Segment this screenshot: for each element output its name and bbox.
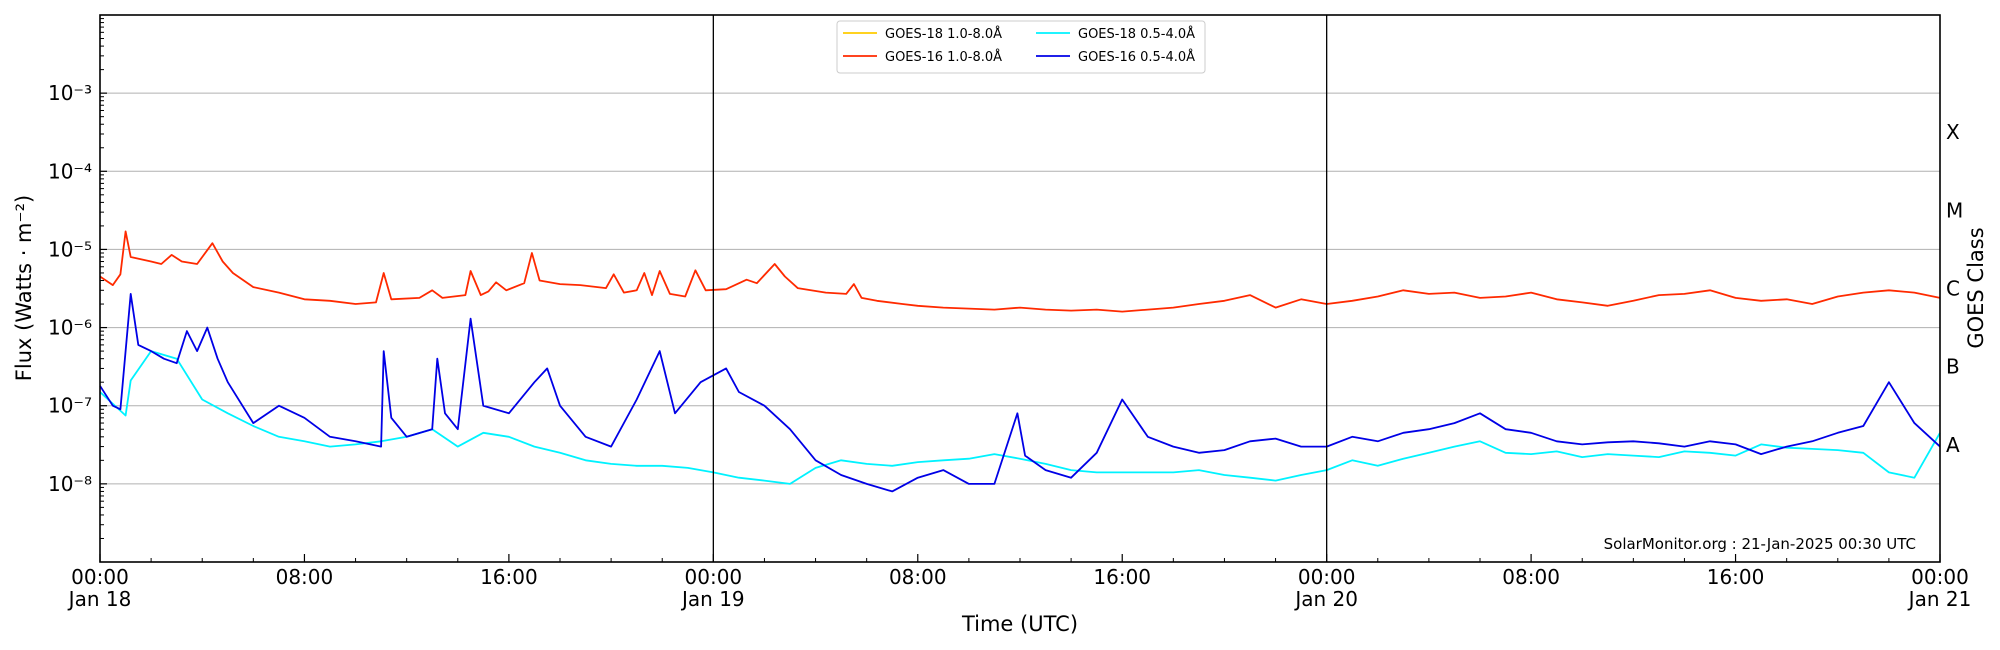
right-axis-title: GOES Class [1964, 227, 1988, 348]
legend-label: GOES-18 1.0-8.0Å [885, 26, 1002, 42]
series-lines [99, 230, 1941, 493]
x-tick-label: 16:00 [480, 565, 538, 589]
goes-class-label: X [1946, 120, 1960, 144]
x-tick-label: 08:00 [889, 565, 947, 589]
x-tick-label: 00:00 [685, 565, 743, 589]
y-tick-label: 10⁻⁸ [48, 472, 92, 496]
y-tick-labels: 10⁻⁸ 10⁻⁷ 10⁻⁶ 10⁻⁵ 10⁻⁴ 10⁻³ [48, 81, 92, 496]
x-axis-title: Time (UTC) [961, 612, 1078, 636]
series-line [99, 293, 1941, 493]
x-tick-label: 16:00 [1093, 565, 1151, 589]
y-tick-label: 10⁻⁶ [48, 316, 92, 340]
legend-label: GOES-16 0.5-4.0Å [1078, 49, 1195, 65]
goes-class-label: C [1946, 277, 1960, 301]
goes-class-labels: A B C M X [1946, 120, 1963, 457]
legend-label: GOES-16 1.0-8.0Å [885, 49, 1002, 65]
series-line [99, 230, 1941, 313]
legend: GOES-18 1.0-8.0Å GOES-18 0.5-4.0Å GOES-16 … [836, 20, 1206, 74]
x-tick-date: Jan 21 [1907, 587, 1972, 611]
y-tick-label: 10⁻³ [48, 81, 92, 105]
y-tick-label: 10⁻⁴ [48, 159, 92, 183]
x-tick-date: Jan 20 [1293, 587, 1358, 611]
x-tick-label: 00:00 [1911, 565, 1969, 589]
series-line [99, 350, 1941, 485]
credit-text: SolarMonitor.org : 21-Jan-2025 00:30 UTC [1604, 535, 1916, 553]
goes-class-label: B [1946, 355, 1960, 379]
x-tick-date: Jan 19 [680, 587, 745, 611]
x-tick-label: 16:00 [1707, 565, 1765, 589]
x-tick-date: Jan 18 [67, 587, 132, 611]
axis-ticks [99, 18, 1941, 562]
y-tick-label: 10⁻⁷ [48, 394, 92, 418]
x-tick-label: 00:00 [1298, 565, 1356, 589]
goes-class-label: M [1946, 198, 1963, 222]
legend-box [836, 20, 1206, 74]
goes-class-label: A [1946, 433, 1960, 457]
day-boundary-lines [712, 15, 1328, 562]
x-tick-label: 08:00 [276, 565, 334, 589]
x-tick-label: 08:00 [1502, 565, 1560, 589]
y-axis-title: Flux (Watts · m⁻²) [12, 195, 36, 381]
legend-label: GOES-18 0.5-4.0Å [1078, 26, 1195, 42]
y-tick-label: 10⁻⁵ [48, 237, 92, 261]
grid-lines [100, 92, 1940, 485]
x-tick-label: 00:00 [71, 565, 129, 589]
